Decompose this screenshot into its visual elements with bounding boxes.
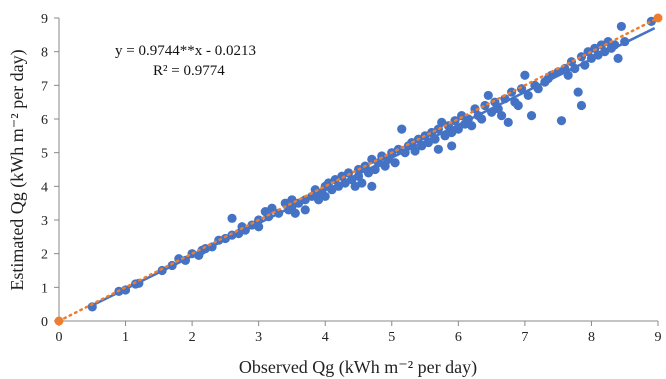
y-tick-label: 7: [41, 79, 48, 94]
data-point: [390, 158, 400, 168]
x-tick-label: 9: [655, 330, 662, 345]
data-point: [520, 70, 530, 80]
x-tick-label: 0: [56, 330, 63, 345]
data-points: [87, 16, 656, 312]
x-tick-label: 8: [588, 330, 595, 345]
x-tick-label: 5: [388, 330, 395, 345]
y-tick-label: 5: [41, 147, 48, 162]
data-point: [480, 100, 490, 111]
data-point: [496, 111, 507, 121]
y-tick-label: 3: [41, 214, 48, 229]
x-tick-label: 4: [322, 330, 329, 345]
data-point: [523, 90, 533, 101]
data-point: [397, 124, 407, 134]
data-point: [526, 111, 537, 121]
data-point: [357, 178, 367, 188]
one-to-one-endpoint: [54, 316, 64, 326]
one-to-one-endpoint: [653, 13, 663, 23]
trendline: [88, 26, 656, 309]
x-tick-label: 7: [521, 330, 528, 345]
y-tick-label: 8: [41, 46, 48, 61]
data-point: [516, 84, 527, 94]
data-point: [290, 208, 300, 218]
data-point: [616, 21, 626, 32]
data-point: [483, 90, 493, 101]
y-tick-label: 0: [41, 315, 48, 330]
data-point: [367, 181, 377, 191]
x-tick-label: 3: [255, 330, 262, 345]
one-to-one-line: [57, 16, 660, 323]
data-point: [573, 87, 583, 97]
data-point: [513, 100, 523, 111]
data-point: [477, 114, 487, 124]
data-point: [613, 53, 623, 64]
y-tick-label: 4: [41, 180, 48, 195]
x-axis-title: Observed Qg (kWh m⁻² per day): [239, 357, 477, 378]
x-tick-label: 1: [122, 330, 129, 345]
data-point: [467, 121, 477, 131]
x-tick-label: 2: [189, 330, 196, 345]
data-point: [576, 100, 587, 111]
y-axis-title: Estimated Qg (kWh m⁻² per day): [7, 49, 28, 290]
y-tick-label: 1: [41, 281, 48, 296]
tick-labels: 0 1 2 3 4 5 6 7 8 9 0 1 2 3 4 5 6 7 8 9: [41, 12, 662, 345]
data-point: [433, 144, 443, 154]
data-point: [267, 203, 277, 213]
y-tick-label: 2: [41, 248, 48, 263]
data-point: [503, 117, 513, 127]
y-tick-label: 9: [41, 12, 48, 27]
data-point: [227, 213, 237, 223]
x-tick-label: 6: [455, 330, 462, 345]
data-point: [320, 191, 330, 202]
data-point: [447, 141, 457, 151]
data-point: [556, 116, 567, 126]
y-tick-label: 6: [41, 113, 48, 128]
data-point: [300, 205, 310, 215]
r-squared-annotation: R² = 0.9774: [153, 63, 225, 79]
trend-lines: [54, 13, 663, 326]
equation-annotation: y = 0.9744**x - 0.0213: [115, 43, 256, 59]
